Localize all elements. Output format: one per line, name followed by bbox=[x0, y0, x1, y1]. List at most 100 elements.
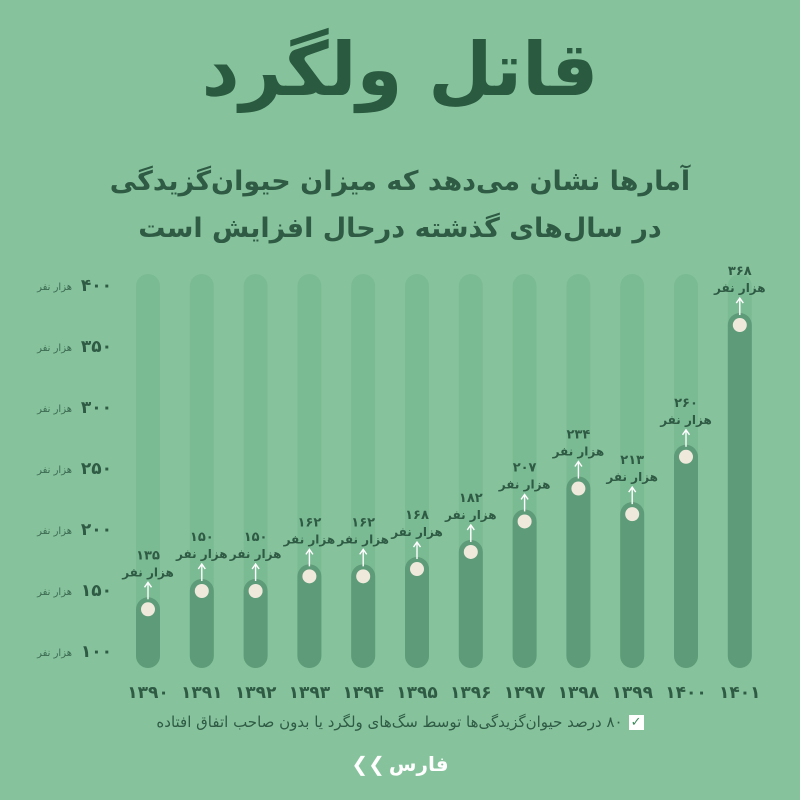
bar-dot bbox=[356, 569, 371, 584]
bar bbox=[566, 476, 591, 668]
bar-dot bbox=[571, 481, 586, 496]
bar bbox=[243, 579, 268, 668]
bar-dot bbox=[517, 514, 532, 529]
bar-dot bbox=[410, 562, 424, 577]
y-tick-unit: هزار نفر bbox=[36, 587, 72, 598]
x-tick-label: ۱۳۹۰ bbox=[127, 683, 169, 703]
x-tick-label: ۱۳۹۶ bbox=[450, 683, 492, 703]
data-label-unit: هزار نفر bbox=[498, 477, 551, 491]
check-icon: ✓ bbox=[628, 715, 644, 730]
bar bbox=[136, 597, 160, 668]
arrow-head bbox=[628, 485, 637, 493]
data-label-value: ۱۸۲ bbox=[459, 491, 483, 506]
x-tick-label: ۱۳۹۵ bbox=[396, 683, 438, 703]
y-tick-label: ۴۰۰ bbox=[81, 276, 112, 296]
y-tick-unit: هزار نفر bbox=[36, 465, 72, 476]
x-tick-label: ۱۴۰۰ bbox=[665, 683, 707, 703]
y-tick-label: ۱۰۰ bbox=[81, 642, 112, 662]
bar-dot bbox=[141, 602, 155, 617]
y-tick-label: ۲۵۰ bbox=[81, 459, 112, 479]
data-label-value: ۱۵۰ bbox=[244, 530, 268, 545]
arrow-head bbox=[251, 562, 260, 570]
footnote: ✓ ۸۰ درصد حیوان‌گزیدگی‌ها توسط سگ‌های ولگ… bbox=[0, 713, 800, 731]
data-label-value: ۱۵۰ bbox=[190, 530, 214, 545]
arrow-head bbox=[735, 296, 744, 304]
data-label-value: ۱۶۲ bbox=[351, 515, 375, 530]
x-tick-label: ۱۳۹۳ bbox=[289, 683, 331, 703]
data-label-value: ۱۶۲ bbox=[297, 515, 321, 530]
bar bbox=[620, 502, 645, 668]
bar-dot bbox=[194, 584, 209, 598]
arrow-head bbox=[520, 493, 529, 500]
arrow-head bbox=[197, 562, 206, 570]
bar bbox=[458, 539, 483, 668]
y-tick-unit: هزار نفر bbox=[36, 648, 72, 659]
arrow-head bbox=[305, 548, 314, 555]
bar-dot bbox=[679, 449, 693, 464]
y-tick-label: ۱۵۰ bbox=[81, 581, 112, 601]
bar bbox=[297, 564, 322, 668]
fars-logo: فارس❯❯ bbox=[0, 752, 800, 776]
bar-dot bbox=[625, 507, 640, 522]
data-labels: هزار نفر ۱۳۵ هزار نفر ۱۵۰ هزار نفر ۱۵۰ هزار نف… bbox=[121, 264, 766, 600]
bar-dot bbox=[732, 318, 747, 333]
arrow-head bbox=[466, 523, 475, 531]
bar bbox=[351, 564, 376, 668]
bar-tracks bbox=[136, 274, 752, 668]
y-tick-unit: هزار نفر bbox=[36, 282, 72, 293]
arrow-head bbox=[412, 540, 422, 548]
data-label-unit: هزار نفر bbox=[283, 532, 336, 546]
bar bbox=[512, 509, 537, 668]
data-label-value: ۲۰۷ bbox=[513, 460, 537, 475]
data-label-value: ۲۳۴ bbox=[566, 428, 590, 443]
data-label-value: ۱۶۸ bbox=[405, 508, 429, 523]
x-tick-label: ۱۳۹۴ bbox=[342, 683, 384, 703]
bar-track bbox=[136, 274, 160, 668]
fars-logo-icon: ❯❯ bbox=[351, 752, 385, 776]
x-tick-label: ۱۳۹۹ bbox=[611, 683, 653, 703]
data-label-unit: هزار نفر bbox=[444, 508, 497, 522]
x-axis: ۱۳۹۰ ۱۳۹۱ ۱۳۹۲ ۱۳۹۳ ۱۳۹۴ ۱۳۹۵ ۱۳۹۶ ۱۳۹۷ ۱۳۹۸ ۱۳۹۹… bbox=[127, 683, 760, 703]
data-label-value: ۲۱۳ bbox=[620, 453, 644, 468]
bar bbox=[674, 444, 698, 668]
data-label-unit: هزار نفر bbox=[713, 281, 766, 295]
arrow-head bbox=[574, 460, 583, 467]
bar-track bbox=[189, 274, 214, 668]
x-tick-label: ۱۳۹۱ bbox=[181, 683, 223, 703]
bar bbox=[727, 313, 752, 668]
bar-dot bbox=[463, 544, 478, 559]
data-label-unit: هزار نفر bbox=[659, 413, 712, 427]
data-label-unit: هزار نفر bbox=[552, 445, 605, 459]
y-tick-label: ۳۰۰ bbox=[81, 398, 112, 418]
x-tick-label: ۱۳۹۲ bbox=[235, 683, 277, 703]
y-tick-unit: هزار نفر bbox=[36, 404, 72, 415]
y-axis: ۴۰۰ هزار نفر ۳۵۰ هزار نفر ۳۰۰ هزار نفر ۲۵۰ هزار… bbox=[36, 276, 112, 662]
x-tick-label: ۱۳۹۸ bbox=[558, 683, 600, 703]
y-tick-unit: هزار نفر bbox=[36, 343, 72, 354]
data-label-unit: هزار نفر bbox=[605, 470, 658, 484]
data-label-unit: هزار نفر bbox=[390, 525, 443, 539]
arrow-head bbox=[359, 548, 368, 555]
data-label-unit: هزار نفر bbox=[229, 547, 282, 561]
footnote-text: ۸۰ درصد حیوان‌گزیدگی‌ها توسط سگ‌های ولگر… bbox=[156, 713, 623, 731]
data-label-value: ۳۶۸ bbox=[728, 264, 752, 279]
chart-title: قاتل ولگرد bbox=[201, 27, 599, 113]
x-tick-label: ۱۳۹۷ bbox=[504, 683, 546, 703]
y-tick-label: ۲۰۰ bbox=[81, 520, 112, 540]
bar bbox=[189, 579, 214, 668]
bar-dot bbox=[302, 569, 317, 584]
y-tick-unit: هزار نفر bbox=[36, 526, 72, 537]
subtitle-line-2: در سال‌های گذشته درحال افزایش است bbox=[138, 213, 662, 244]
bars bbox=[136, 313, 752, 668]
data-label-value: ۱۳۵ bbox=[136, 548, 160, 563]
x-tick-label: ۱۴۰۱ bbox=[719, 683, 761, 703]
logo-text: فارس bbox=[388, 752, 449, 776]
data-label-unit: هزار نفر bbox=[121, 565, 174, 579]
bar-track bbox=[243, 274, 268, 668]
y-tick-label: ۳۵۰ bbox=[81, 337, 112, 357]
data-label-value: ۲۶۰ bbox=[674, 396, 698, 411]
data-label-unit: هزار نفر bbox=[175, 547, 228, 561]
subtitle-line-1: آمارها نشان می‌دهد که میزان حیوان‌گزیدگی bbox=[109, 166, 691, 197]
bar-dot bbox=[248, 584, 263, 598]
